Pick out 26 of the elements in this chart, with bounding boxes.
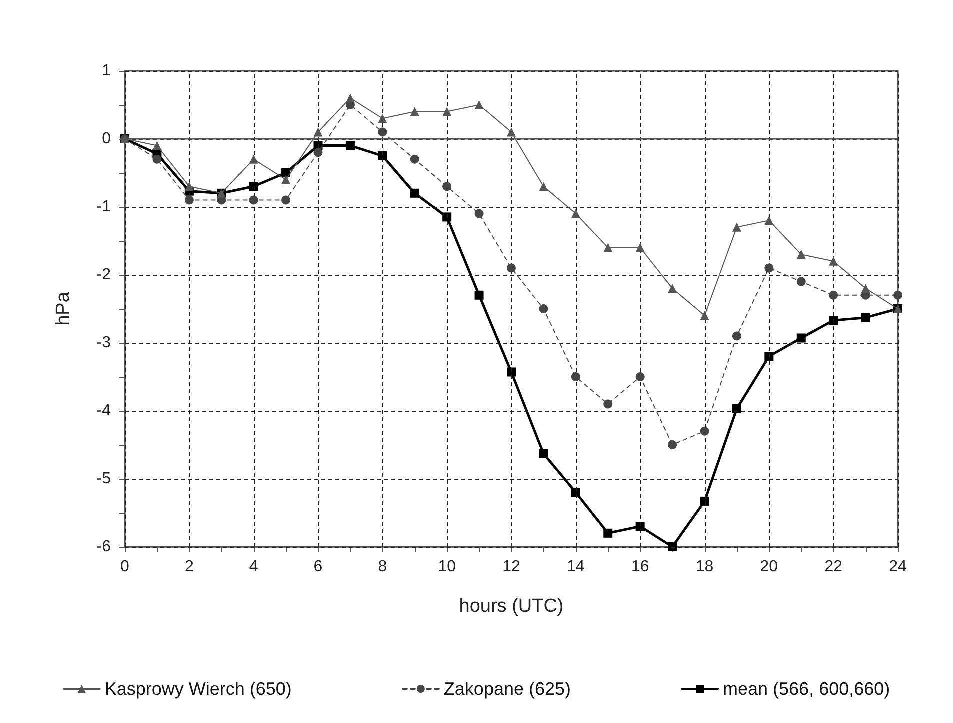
x-tick-label: 0 xyxy=(120,558,130,576)
x-tick-label: 16 xyxy=(631,558,650,576)
y-tick-label: -6 xyxy=(96,538,112,556)
x-tick-label: 12 xyxy=(502,558,520,576)
y-tick-label: -5 xyxy=(96,470,112,488)
y-axis-title: hPa xyxy=(53,292,74,326)
x-tick-label: 18 xyxy=(696,558,714,576)
y-tick-label: -4 xyxy=(96,402,112,420)
x-tick-label: 10 xyxy=(438,558,456,576)
x-tick-label: 2 xyxy=(184,558,194,576)
legend-label: Kasprowy Wierch (650) xyxy=(104,679,292,699)
x-tick-label: 24 xyxy=(889,558,907,576)
x-axis-title: hours (UTC) xyxy=(459,596,564,617)
x-tick-label: 6 xyxy=(314,558,323,576)
legend-label: mean (566, 600,660) xyxy=(723,679,890,699)
legend-label: Zakopane (625) xyxy=(444,679,572,699)
x-tick-label: 22 xyxy=(824,558,843,576)
y-tick-label: 1 xyxy=(102,62,112,80)
x-tick-label: 8 xyxy=(378,558,388,576)
x-tick-label: 14 xyxy=(567,558,585,576)
y-tick-label: -2 xyxy=(96,266,112,284)
x-tick-label: 4 xyxy=(249,558,258,576)
x-tick-label: 20 xyxy=(760,558,778,576)
y-tick-label: -1 xyxy=(96,198,112,216)
y-tick-label: 0 xyxy=(102,130,112,148)
y-tick-label: -3 xyxy=(96,334,112,352)
